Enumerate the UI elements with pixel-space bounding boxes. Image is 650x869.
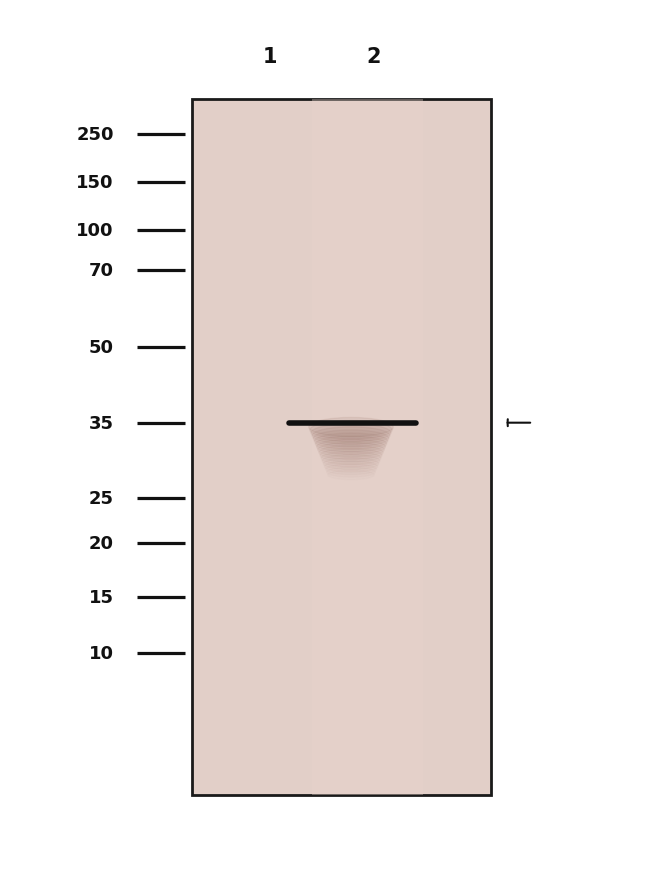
Ellipse shape (317, 440, 385, 454)
Text: 150: 150 (76, 174, 114, 191)
Text: 15: 15 (89, 588, 114, 606)
Ellipse shape (320, 449, 382, 462)
Ellipse shape (309, 418, 393, 437)
Text: 2: 2 (367, 47, 381, 66)
Ellipse shape (318, 442, 384, 457)
Ellipse shape (315, 436, 387, 452)
Text: 50: 50 (89, 339, 114, 356)
Bar (312, 100, 422, 795)
Text: 250: 250 (76, 126, 114, 143)
Text: 70: 70 (89, 262, 114, 280)
Ellipse shape (312, 428, 390, 445)
Text: 25: 25 (89, 489, 114, 507)
Text: 1: 1 (263, 47, 277, 66)
Text: 35: 35 (89, 415, 114, 432)
Ellipse shape (313, 430, 389, 448)
Text: 20: 20 (89, 534, 114, 552)
Ellipse shape (318, 446, 384, 460)
Ellipse shape (315, 434, 387, 450)
Bar (192, 100, 491, 795)
Text: 10: 10 (89, 645, 114, 662)
Ellipse shape (310, 421, 392, 440)
Text: 100: 100 (76, 222, 114, 239)
Ellipse shape (311, 424, 391, 442)
